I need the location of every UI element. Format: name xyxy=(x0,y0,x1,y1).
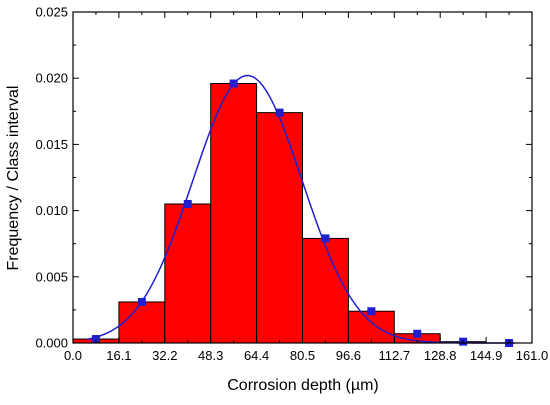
x-tick-label-8: 128.8 xyxy=(424,348,457,363)
x-tick-label-3: 48.3 xyxy=(198,348,223,363)
x-axis-title: Corrosion depth (µm) xyxy=(227,377,379,394)
data-point-2 xyxy=(183,199,192,208)
y-tick-label-1: 0.005 xyxy=(35,269,68,284)
y-tick-label-5: 0.025 xyxy=(35,5,68,20)
data-point-7 xyxy=(413,329,422,338)
data-point-3 xyxy=(229,79,238,88)
histogram-bar-2 xyxy=(164,203,212,344)
y-tick-label-0: 0.000 xyxy=(35,336,68,351)
data-point-6 xyxy=(367,307,376,316)
histogram-bar-6 xyxy=(347,310,395,344)
histogram-bar-5 xyxy=(302,237,349,344)
data-point-1 xyxy=(137,297,146,306)
bars-layer xyxy=(72,82,487,344)
x-tick-label-6: 96.6 xyxy=(336,348,361,363)
y-tick-label-4: 0.020 xyxy=(35,71,68,86)
x-tick-label-5: 80.5 xyxy=(290,348,315,363)
data-point-5 xyxy=(321,234,330,243)
histogram-bar-3 xyxy=(210,82,258,344)
y-tick-label-3: 0.015 xyxy=(35,137,68,152)
histogram-bar-4 xyxy=(256,112,304,344)
y-axis-title: Frequency / Class interval xyxy=(5,86,22,271)
x-tick-label-2: 32.2 xyxy=(152,348,177,363)
x-tick-label-4: 64.4 xyxy=(244,348,269,363)
x-tick-label-7: 112.7 xyxy=(379,348,411,363)
x-tick-label-10: 161.0 xyxy=(516,348,549,363)
ticks-layer: 0.0 16.1 32.2 48.3 64.4 80.5 96.6 112.7 128.8 144… xyxy=(35,5,548,364)
data-point-4 xyxy=(275,108,284,117)
x-tick-label-9: 144.9 xyxy=(470,348,503,363)
x-tick-label-0: 0.0 xyxy=(64,348,82,363)
x-tick-label-1: 16.1 xyxy=(106,348,131,363)
histogram-bar-1 xyxy=(118,301,166,344)
y-tick-label-2: 0.010 xyxy=(35,203,68,218)
